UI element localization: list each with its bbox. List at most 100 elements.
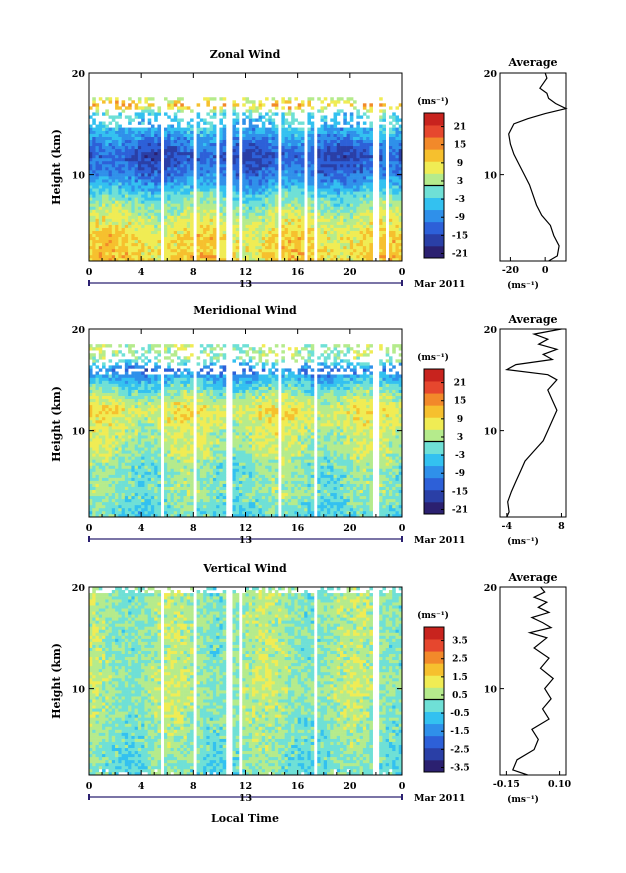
heatmap-cell <box>291 194 295 198</box>
heatmap-cell <box>392 118 396 122</box>
heatmap-cell <box>274 176 279 180</box>
heatmap-cell <box>105 191 109 195</box>
heatmap-cell <box>317 194 321 198</box>
heatmap-cell <box>340 245 344 250</box>
heatmap-cell <box>366 254 370 259</box>
heatmap-cell <box>128 218 132 222</box>
heatmap-cell <box>212 191 217 195</box>
heatmap-cell <box>170 124 175 128</box>
heatmap-cell <box>369 191 373 195</box>
heatmap-cell <box>134 432 139 436</box>
heatmap-cell <box>124 453 129 457</box>
heatmap-cell <box>128 365 132 369</box>
heatmap-cell <box>111 495 116 500</box>
heatmap-cell <box>287 254 292 259</box>
heatmap-cell <box>183 212 188 216</box>
heatmap-cell <box>111 227 116 231</box>
heatmap-cell <box>180 242 184 247</box>
heatmap-cell <box>346 203 351 207</box>
heatmap-cell <box>150 257 155 262</box>
heatmap-cell <box>206 215 210 219</box>
heatmap-cell <box>212 239 217 244</box>
heatmap-cell <box>167 167 171 171</box>
heatmap-cell <box>284 133 289 137</box>
heatmap-cell <box>300 200 305 204</box>
heatmap-cell <box>111 435 116 439</box>
heatmap-cell <box>369 200 373 204</box>
heatmap-cell <box>121 435 126 439</box>
heatmap-cell <box>232 224 237 228</box>
heatmap-cell <box>382 167 386 171</box>
heatmap-cell <box>92 251 96 256</box>
heatmap-cell <box>186 254 191 259</box>
heatmap-cell <box>271 136 276 141</box>
heatmap-cell <box>124 209 129 213</box>
heatmap-cell <box>173 142 178 147</box>
heatmap-cell <box>271 245 276 250</box>
heatmap-cell <box>102 197 106 201</box>
heatmap-cell <box>255 245 259 250</box>
heatmap-cell <box>379 163 383 168</box>
heatmap-cell <box>323 206 328 210</box>
heatmap-cell <box>336 212 341 216</box>
heatmap-cell <box>124 163 129 168</box>
heatmap-cell <box>177 163 181 168</box>
heatmap-cell <box>128 471 132 475</box>
heatmap-cell <box>310 115 315 119</box>
heatmap-cell <box>212 130 217 134</box>
heatmap-cell <box>131 468 135 472</box>
heatmap-cell <box>124 236 129 241</box>
heatmap-cell <box>170 154 175 159</box>
heatmap-cell <box>356 203 360 207</box>
heatmap-cell <box>118 450 122 454</box>
heatmap-cell <box>196 209 201 213</box>
heatmap-cell <box>395 106 400 110</box>
heatmap-cell <box>131 510 135 515</box>
heatmap-cell <box>366 148 370 153</box>
heatmap-cell <box>265 139 269 144</box>
heatmap-cell <box>121 103 126 107</box>
heatmap-cell <box>340 170 344 174</box>
heatmap-cell <box>333 212 338 216</box>
heatmap-cell <box>163 173 168 177</box>
heatmap-cell <box>95 224 100 228</box>
heatmap-cell <box>291 121 295 125</box>
heatmap-cell <box>353 127 357 131</box>
heatmap-cell <box>115 423 119 427</box>
heatmap-cell <box>356 142 360 147</box>
heatmap-cell <box>287 136 292 141</box>
heatmap-cell <box>330 185 334 189</box>
heatmap-cell <box>98 233 103 238</box>
heatmap-cell <box>121 444 126 448</box>
heatmap-cell <box>118 423 122 427</box>
heatmap-cell <box>199 209 204 213</box>
heatmap-cell <box>115 374 119 378</box>
heatmap-cell <box>392 245 396 250</box>
heatmap-cell <box>320 115 325 119</box>
heatmap-cell <box>183 130 188 134</box>
heatmap-cell <box>157 133 162 137</box>
heatmap-cell <box>327 242 331 247</box>
heatmap-cell <box>327 157 331 162</box>
heatmap-cell <box>134 257 139 262</box>
heatmap-cell <box>121 441 126 445</box>
heatmap-cell <box>170 139 175 144</box>
heatmap-cell <box>284 194 289 198</box>
heatmap-cell <box>323 218 328 222</box>
heatmap-cell <box>154 173 158 177</box>
heatmap-cell <box>369 194 373 198</box>
heatmap-cell <box>268 206 272 210</box>
heatmap-cell <box>115 97 119 101</box>
heatmap-cell <box>336 100 341 104</box>
heatmap-cell <box>121 413 126 418</box>
heatmap-cell <box>115 413 119 418</box>
heatmap-cell <box>180 106 184 110</box>
heatmap-cell <box>131 401 135 406</box>
heatmap-cell <box>89 145 93 150</box>
heatmap-cell <box>154 215 158 219</box>
heatmap-cell <box>359 170 364 174</box>
heatmap-cell <box>320 236 325 241</box>
heatmap-cell <box>398 257 403 262</box>
heatmap-cell <box>382 236 386 241</box>
heatmap-cell <box>115 173 119 177</box>
